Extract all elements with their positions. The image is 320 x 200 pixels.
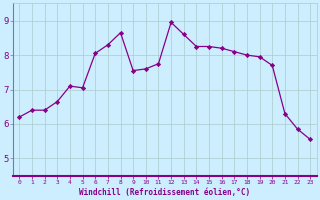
X-axis label: Windchill (Refroidissement éolien,°C): Windchill (Refroidissement éolien,°C) xyxy=(79,188,250,197)
